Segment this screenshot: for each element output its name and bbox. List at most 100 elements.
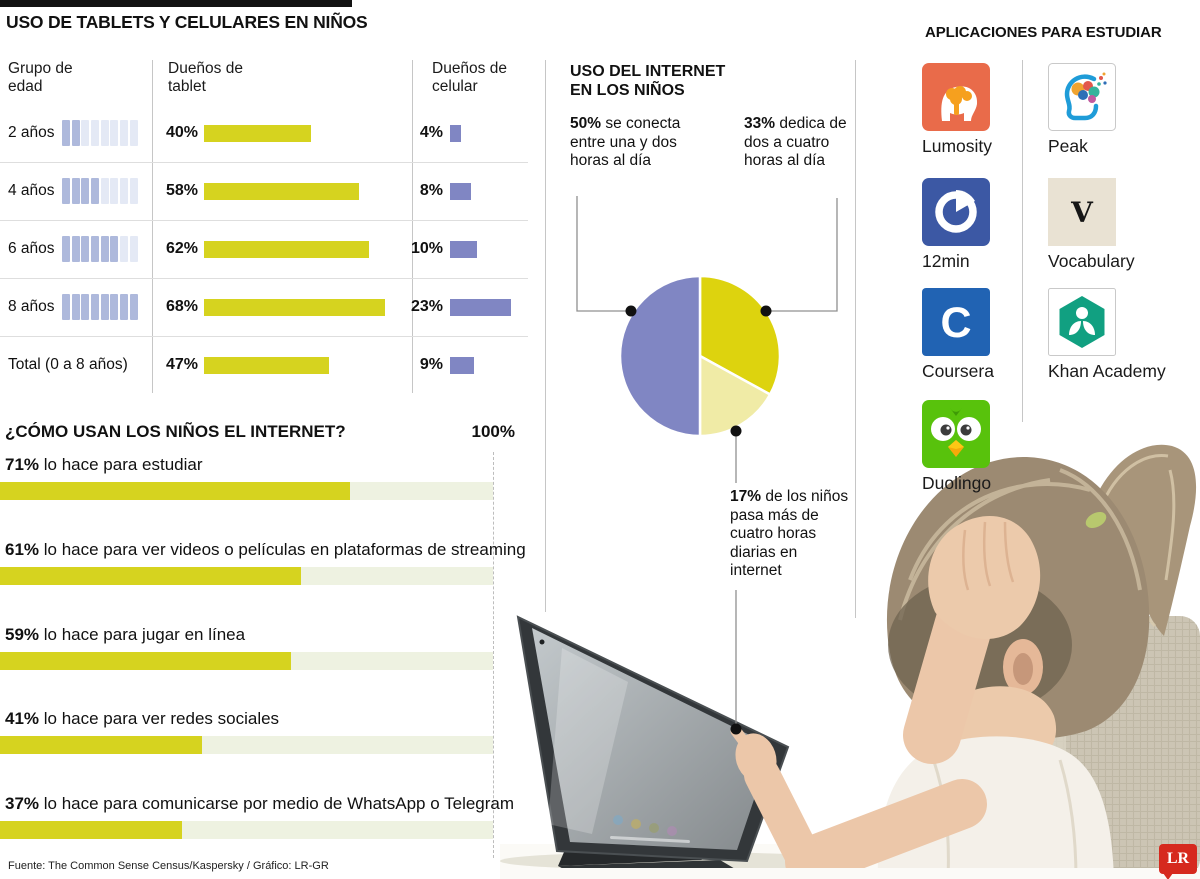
- usage-bar-track: [0, 821, 493, 839]
- pictogram-segment: [110, 236, 119, 262]
- hand-covering-face: [928, 516, 1041, 640]
- section-divider-left: [545, 60, 546, 612]
- age-label: 4 años: [8, 182, 55, 199]
- svg-text:V: V: [1070, 196, 1094, 229]
- usage-chart-title: ¿CÓMO USAN LOS NIÑOS EL INTERNET?: [5, 422, 346, 441]
- app-label: Duolingo: [922, 473, 992, 493]
- age-label: 8 años: [8, 298, 55, 315]
- col-header-celular: Dueños de celular: [432, 60, 507, 95]
- pictogram-segment: [91, 120, 100, 146]
- pictogram-segment: [62, 178, 70, 204]
- lumosity-icon: [922, 63, 990, 131]
- tablet-bar: [204, 299, 386, 316]
- pictogram-segment: [71, 120, 80, 146]
- app-vocabulary: V Vocabulary: [1048, 178, 1135, 272]
- celular-bar: [450, 357, 474, 374]
- pictogram-segment: [81, 294, 90, 320]
- app-label: Lumosity: [922, 136, 993, 156]
- ownership-row: 4 años 58% 8%: [0, 178, 540, 208]
- peak-icon: [1048, 63, 1116, 131]
- usage-bar-track: [0, 652, 493, 670]
- usage-bar-label: 59% lo hace para jugar en línea: [5, 625, 246, 644]
- app-peak: Peak: [1048, 63, 1116, 157]
- app-lumosity: Lumosity: [922, 63, 993, 157]
- app-label: Peak: [1048, 136, 1088, 156]
- pictogram-segment: [91, 236, 100, 262]
- pictogram-segment: [120, 236, 129, 262]
- pictogram-segment: [62, 294, 70, 320]
- table-divider-2: [412, 60, 413, 393]
- pictogram-segment: [81, 178, 90, 204]
- photo-child-with-tablet: [500, 444, 1200, 879]
- pictogram-segment: [100, 120, 109, 146]
- row-separator: [0, 162, 528, 163]
- usage-bar-track: [0, 736, 493, 754]
- pictogram-segment: [91, 178, 100, 204]
- col-header-tablet: Dueños de tablet: [168, 60, 243, 95]
- pictogram-segment: [129, 236, 138, 262]
- celular-bar: [450, 125, 461, 142]
- app-duolingo: Duolingo: [922, 400, 992, 494]
- usage-bar-label: 61% lo hace para ver videos o películas …: [5, 540, 526, 559]
- hair-tie: [1085, 511, 1107, 529]
- tablet-bar: [204, 357, 330, 374]
- usage-bar-label: 37% lo hace para comunicarse por medio d…: [5, 794, 515, 813]
- pictogram-segment: [110, 294, 119, 320]
- age-pictogram: [62, 294, 140, 320]
- duolingo-icon: [922, 400, 990, 468]
- tablet-pct: 40%: [165, 124, 198, 141]
- celular-pct: 10%: [410, 240, 443, 257]
- usage-pct: 41%: [5, 709, 40, 728]
- pictogram-segment: [100, 294, 109, 320]
- usage-bar-label: 41% lo hace para ver redes sociales: [5, 709, 280, 728]
- celular-pct: 8%: [419, 182, 443, 199]
- app-label: 12min: [922, 251, 970, 271]
- source-credit: Fuente: The Common Sense Census/Kaspersk…: [8, 860, 329, 872]
- title-rule: [0, 0, 352, 7]
- ownership-row: 6 años 62% 10%: [0, 236, 540, 266]
- celular-bar: [450, 183, 472, 200]
- celular-bar: [450, 299, 512, 316]
- axis-100-label: 100%: [471, 422, 515, 441]
- usage-pct: 59%: [5, 625, 40, 644]
- ownership-row: Total (0 a 8 años) 47% 9%: [0, 352, 540, 382]
- pictogram-segment: [81, 120, 90, 146]
- pie-slice-17: [698, 354, 772, 438]
- usage-bar-fill: [0, 821, 183, 839]
- pictogram-segment: [91, 294, 100, 320]
- pie-label-50: 50% se conecta entre una y dos horas al …: [570, 115, 681, 169]
- app-label: Coursera: [922, 361, 994, 381]
- usage-bar-track: [0, 567, 493, 585]
- pictogram-segment: [100, 178, 109, 204]
- usage-pct: 61%: [5, 540, 40, 559]
- ponytail: [1085, 444, 1197, 636]
- usage-bar-fill: [0, 482, 351, 500]
- apps-divider: [1022, 60, 1023, 422]
- celular-pct: 4%: [419, 124, 443, 141]
- ownership-row: 8 años 68% 23%: [0, 294, 540, 324]
- coursera-icon: C: [922, 288, 990, 356]
- app-khan-academy: Khan Academy: [1048, 288, 1166, 382]
- usage-bar-fill: [0, 567, 301, 585]
- pictogram-segment: [62, 120, 70, 146]
- tablet-bar: [204, 183, 359, 200]
- app-label: Vocabulary: [1048, 251, 1135, 271]
- apps-section-title: APLICACIONES PARA ESTUDIAR: [925, 24, 1162, 41]
- pictogram-segment: [120, 294, 129, 320]
- usage-bar-fill: [0, 652, 291, 670]
- tablet-bar: [204, 125, 311, 142]
- pictogram-segment: [120, 178, 129, 204]
- usage-pct: 37%: [5, 794, 40, 813]
- 12min-icon: [922, 178, 990, 246]
- pictogram-segment: [120, 120, 129, 146]
- pictogram-segment: [71, 178, 80, 204]
- celular-pct: 23%: [410, 298, 443, 315]
- khan-academy-icon: [1048, 288, 1116, 356]
- page-title: USO DE TABLETS Y CELULARES EN NIÑOS: [6, 12, 368, 32]
- pictogram-segment: [110, 120, 119, 146]
- tablet-pct: 62%: [165, 240, 198, 257]
- pictogram-segment: [129, 294, 138, 320]
- tablet: [516, 615, 790, 863]
- app-label: Khan Academy: [1048, 361, 1166, 381]
- app-coursera: C Coursera: [922, 288, 994, 382]
